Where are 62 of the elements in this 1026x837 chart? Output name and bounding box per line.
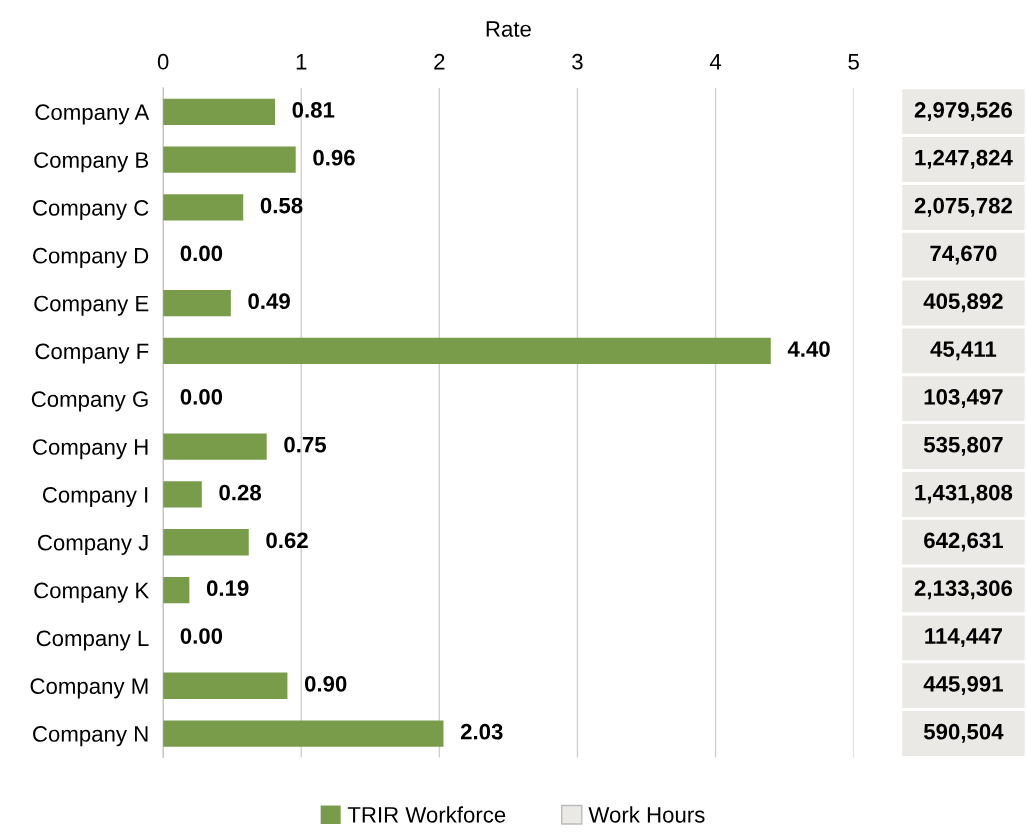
y-tick-label: Company M [30, 678, 148, 699]
data-label: 2,979,526 [914, 102, 1013, 121]
data-label: 1,431,808 [915, 484, 1013, 504]
bar [163, 289, 231, 317]
legend-label: Work Hours [588, 806, 705, 823]
data-label: 114,447 [925, 628, 1002, 648]
data-label: 405,892 [923, 293, 1003, 313]
x-tick-label: 4 [709, 54, 722, 70]
x-tick-label: 1 [296, 54, 307, 70]
y-tick-label: Company F [35, 343, 149, 364]
bar [163, 98, 275, 125]
x-tick-label: 3 [572, 53, 583, 70]
data-label: 445,991 [923, 675, 1003, 695]
data-label: 0.58 [260, 197, 303, 214]
data-label: 535,807 [923, 436, 1003, 456]
data-label: 0.28 [219, 484, 262, 501]
y-tick-label: Company H [33, 439, 148, 460]
bar [163, 194, 244, 221]
data-label: 2,075,782 [914, 197, 1012, 217]
data-label: 4.40 [787, 341, 830, 357]
bar [163, 481, 202, 508]
bar [163, 146, 296, 173]
bar [163, 529, 249, 556]
x-tick-label: 0 [157, 53, 169, 70]
data-label: 0.00 [180, 389, 223, 405]
data-label: 45,411 [930, 341, 997, 361]
data-label: 0.81 [292, 102, 335, 118]
bar [163, 720, 444, 747]
data-label: 0.62 [266, 532, 308, 549]
data-label: 0.90 [304, 675, 347, 692]
y-tick-label: Company E [34, 295, 149, 316]
bar [163, 672, 288, 699]
bar [163, 576, 190, 604]
bar [163, 337, 771, 365]
y-tick-label: Company K [34, 582, 149, 603]
legend-label: TRIR Workforce [347, 806, 506, 823]
data-label: 0.75 [284, 436, 327, 453]
x-tick-label: 2 [434, 53, 445, 70]
y-tick-label: Company N [33, 726, 148, 747]
y-tick-label: Company D [33, 247, 149, 268]
data-label: 0.19 [206, 580, 249, 597]
data-label: 642,631 [924, 532, 1003, 552]
y-tick-label: Company B [34, 152, 149, 173]
bar [163, 433, 267, 460]
y-tick-label: Company I [42, 486, 148, 508]
data-label: 2.03 [460, 723, 503, 740]
x-axis-title: Rate [486, 21, 531, 37]
data-label: 0.00 [180, 628, 223, 644]
y-tick-label: Company G [31, 391, 148, 412]
data-label: 74,670 [930, 245, 997, 265]
data-label: 0.96 [313, 149, 355, 166]
data-label: 1,247,824 [915, 149, 1013, 169]
y-tick-label: Company J [37, 534, 148, 555]
data-label: 103,497 [924, 389, 1003, 408]
data-label: 2,133,306 [914, 580, 1013, 600]
y-tick-label: Company A [35, 104, 150, 125]
x-tick-label: 5 [848, 54, 859, 70]
data-label: 590,504 [923, 723, 1004, 743]
y-tick-label: Company C [33, 199, 149, 221]
y-tick-label: Company L [36, 630, 149, 651]
data-label: 0.00 [180, 245, 223, 262]
data-label: 0.49 [248, 293, 290, 310]
